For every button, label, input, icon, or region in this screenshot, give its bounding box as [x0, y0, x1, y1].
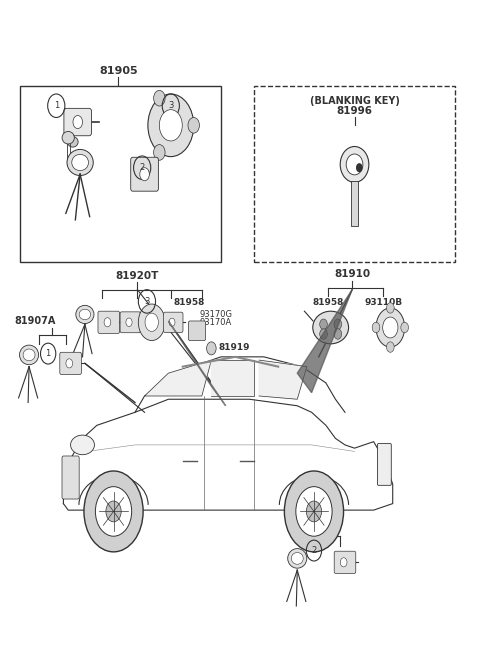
Text: 81905: 81905 [99, 66, 138, 77]
Circle shape [106, 501, 121, 522]
Polygon shape [168, 321, 226, 405]
Circle shape [66, 359, 72, 368]
Circle shape [372, 322, 380, 333]
Circle shape [320, 319, 327, 329]
Circle shape [356, 163, 363, 172]
Circle shape [401, 322, 408, 333]
Text: 81920T: 81920T [116, 271, 159, 280]
Text: 2: 2 [312, 546, 317, 555]
Text: 81996: 81996 [336, 105, 372, 115]
Circle shape [154, 145, 165, 160]
FancyBboxPatch shape [62, 456, 79, 499]
Circle shape [96, 487, 132, 536]
Circle shape [320, 329, 327, 339]
Circle shape [138, 304, 165, 341]
Circle shape [334, 319, 342, 329]
FancyBboxPatch shape [131, 157, 158, 191]
Circle shape [306, 501, 322, 522]
FancyBboxPatch shape [60, 352, 82, 375]
Text: 81907A: 81907A [14, 316, 56, 326]
Circle shape [383, 317, 398, 338]
Polygon shape [135, 357, 345, 412]
Polygon shape [297, 290, 352, 393]
Circle shape [340, 558, 347, 567]
Text: 93170G: 93170G [199, 310, 232, 319]
Text: 81910: 81910 [334, 269, 370, 278]
Ellipse shape [76, 305, 94, 324]
Circle shape [284, 471, 344, 552]
Ellipse shape [20, 345, 38, 365]
Text: 81521B: 81521B [299, 516, 343, 527]
Circle shape [159, 109, 182, 141]
Circle shape [148, 94, 194, 157]
Circle shape [334, 329, 342, 339]
Text: 3: 3 [168, 102, 173, 110]
Circle shape [154, 90, 165, 106]
FancyBboxPatch shape [120, 312, 140, 333]
Ellipse shape [71, 435, 95, 455]
Ellipse shape [288, 549, 307, 568]
Ellipse shape [62, 132, 74, 144]
Circle shape [386, 342, 394, 352]
Circle shape [206, 342, 216, 355]
Text: 3: 3 [144, 297, 150, 306]
FancyBboxPatch shape [189, 321, 205, 341]
Text: (BLANKING KEY): (BLANKING KEY) [310, 96, 399, 106]
Ellipse shape [291, 553, 303, 564]
Polygon shape [63, 400, 393, 510]
Circle shape [296, 487, 332, 536]
Text: 93110B: 93110B [364, 298, 402, 307]
Circle shape [376, 308, 405, 347]
Circle shape [126, 318, 132, 327]
Text: 2: 2 [140, 163, 145, 172]
Polygon shape [144, 360, 211, 396]
Ellipse shape [72, 155, 88, 171]
Circle shape [145, 313, 158, 331]
Text: 93170A: 93170A [199, 318, 232, 327]
Text: 81958: 81958 [312, 298, 344, 307]
Polygon shape [211, 360, 254, 396]
Text: 81919: 81919 [218, 343, 250, 352]
Circle shape [188, 117, 199, 133]
Ellipse shape [313, 311, 348, 344]
Circle shape [140, 168, 149, 181]
Ellipse shape [67, 149, 93, 176]
FancyBboxPatch shape [377, 443, 391, 485]
Ellipse shape [346, 154, 363, 175]
Circle shape [73, 115, 83, 128]
Text: 1: 1 [46, 349, 51, 358]
FancyBboxPatch shape [98, 311, 120, 333]
Text: 1: 1 [54, 102, 59, 110]
FancyBboxPatch shape [21, 86, 221, 262]
Ellipse shape [79, 309, 91, 320]
Polygon shape [259, 360, 307, 400]
Ellipse shape [67, 137, 78, 147]
Circle shape [104, 318, 111, 327]
Ellipse shape [23, 349, 35, 361]
Ellipse shape [340, 147, 369, 182]
FancyBboxPatch shape [254, 86, 455, 262]
FancyBboxPatch shape [163, 312, 183, 332]
Circle shape [386, 303, 394, 313]
Circle shape [84, 471, 143, 552]
FancyBboxPatch shape [351, 181, 359, 227]
FancyBboxPatch shape [334, 552, 356, 573]
Text: 81958: 81958 [173, 297, 204, 307]
Circle shape [169, 318, 175, 326]
FancyBboxPatch shape [64, 108, 92, 136]
